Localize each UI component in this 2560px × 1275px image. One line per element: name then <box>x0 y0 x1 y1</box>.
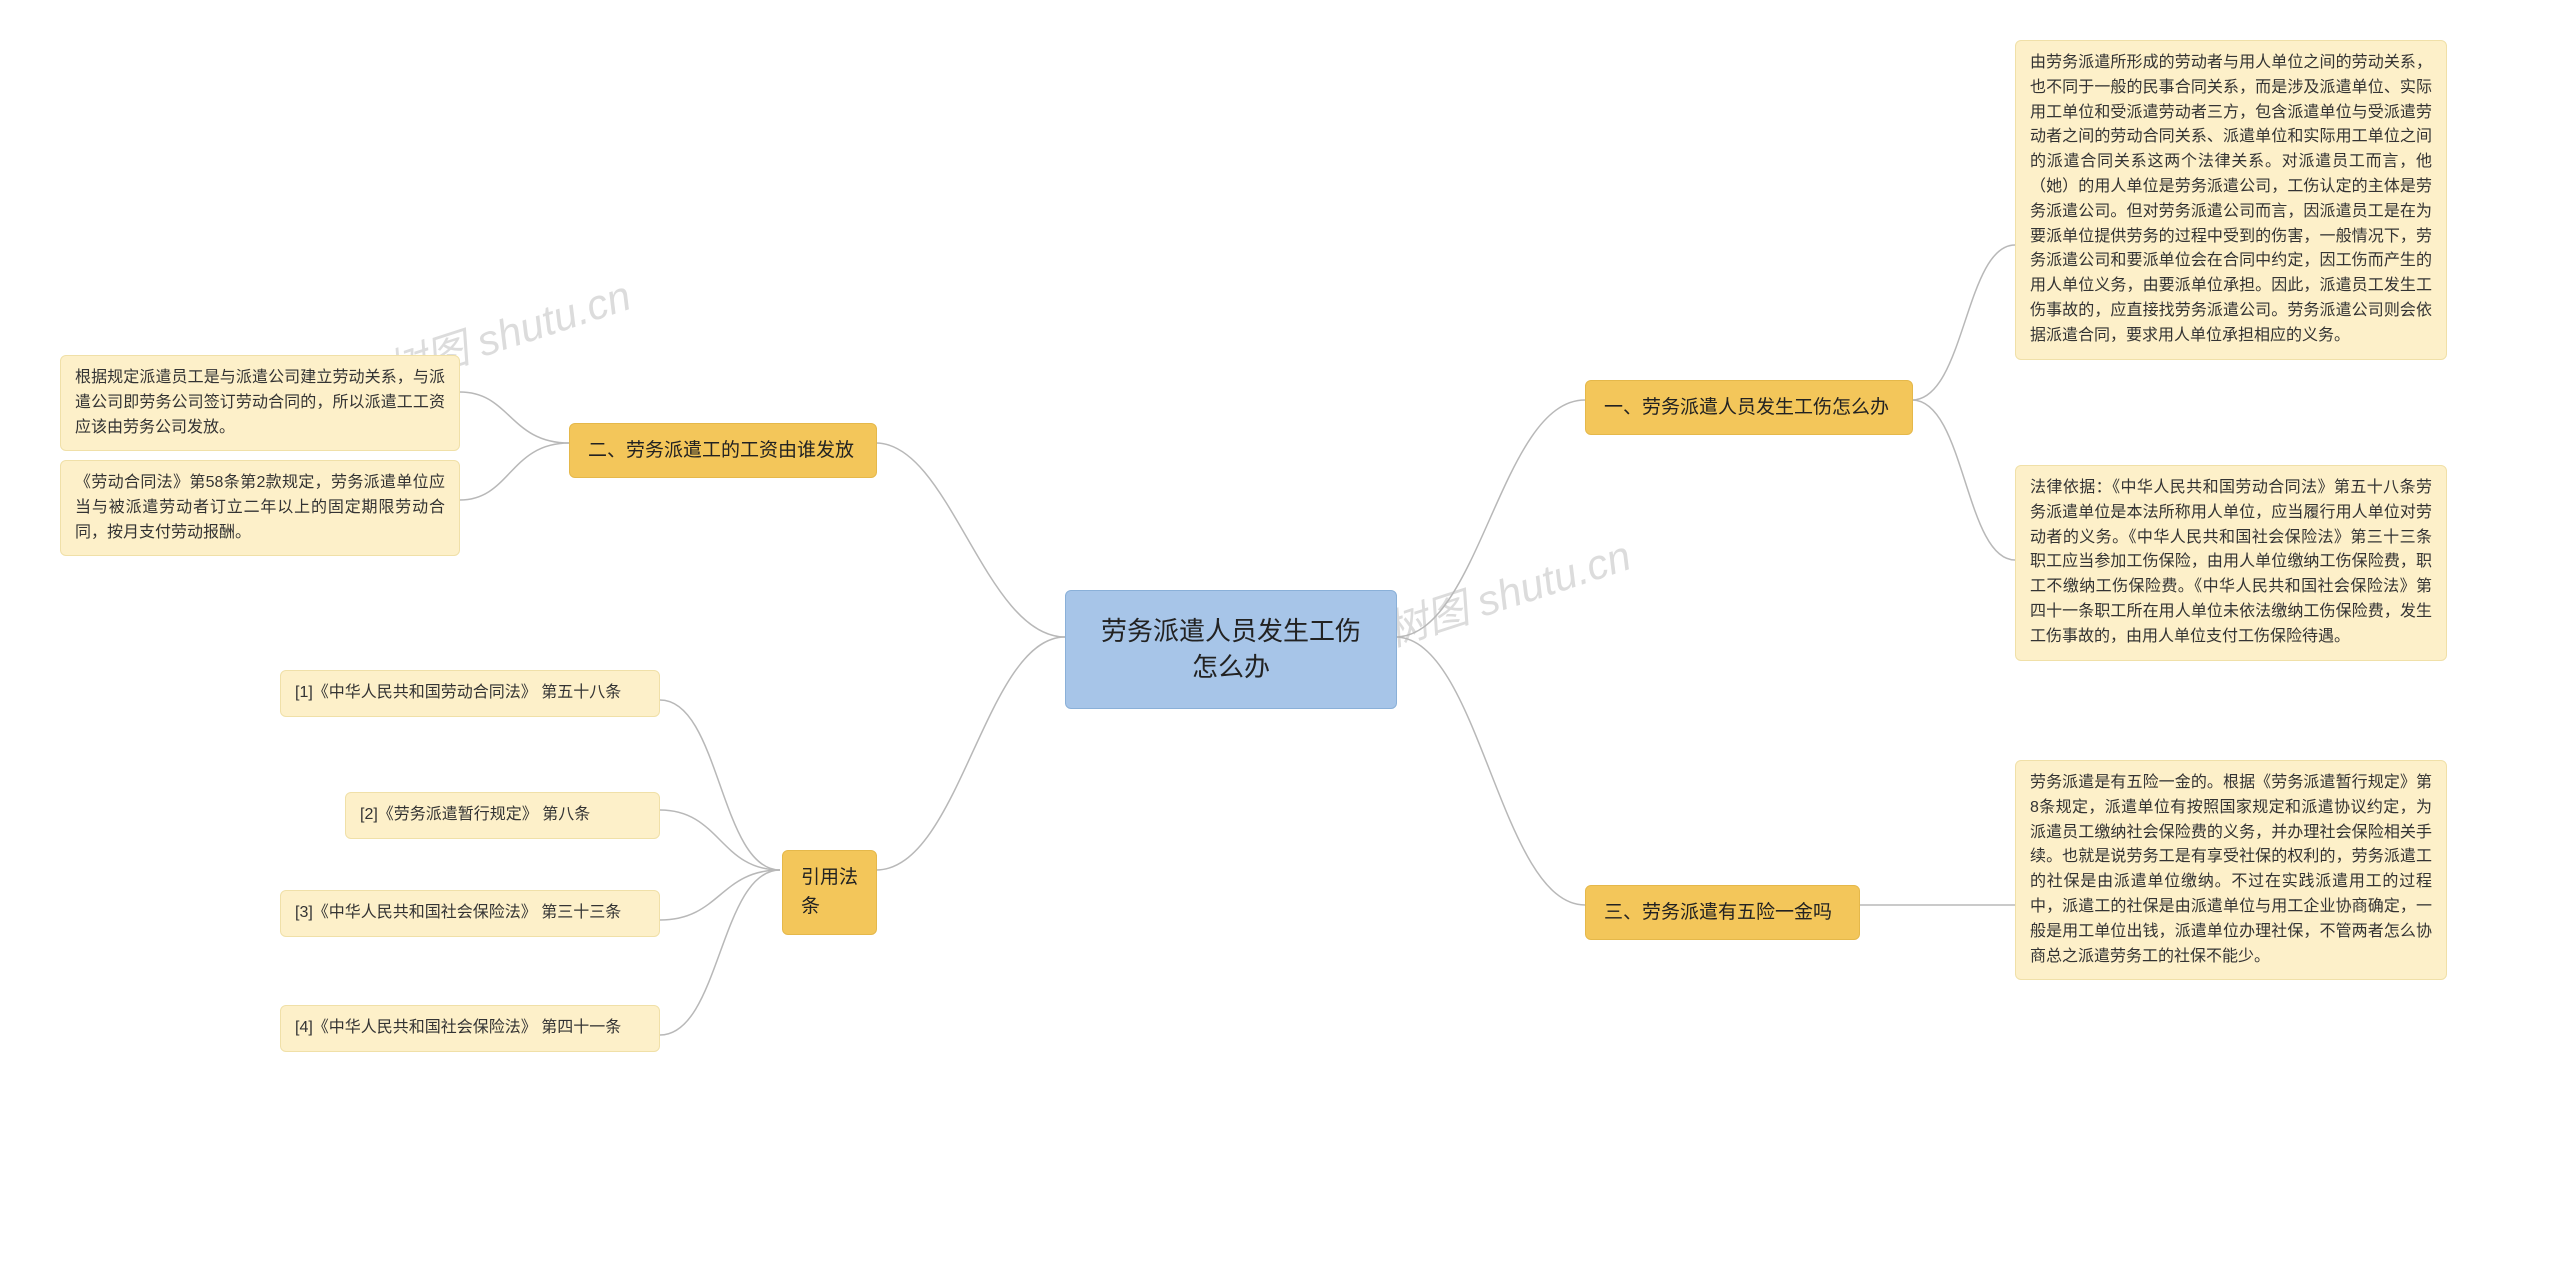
leaf-right-1-2: 法律依据：《中华人民共和国劳动合同法》第五十八条劳务派遣单位是本法所称用人单位，… <box>2015 465 2447 661</box>
branch-right-1: 一、劳务派遣人员发生工伤怎么办 <box>1585 380 1913 435</box>
leaf-left-2-1: 根据规定派遣员工是与派遣公司建立劳动关系，与派遣公司即劳务公司签订劳动合同的，所… <box>60 355 460 451</box>
leaf-cite-1: [1]《中华人民共和国劳动合同法》 第五十八条 <box>280 670 660 717</box>
center-node: 劳务派遣人员发生工伤怎么办 <box>1065 590 1397 709</box>
leaf-right-1-1: 由劳务派遣所形成的劳动者与用人单位之间的劳动关系，也不同于一般的民事合同关系，而… <box>2015 40 2447 360</box>
leaf-cite-3: [3]《中华人民共和国社会保险法》 第三十三条 <box>280 890 660 937</box>
leaf-cite-2: [2]《劳务派遣暂行规定》 第八条 <box>345 792 660 839</box>
branch-left-cite: 引用法条 <box>782 850 877 935</box>
leaf-left-2-2: 《劳动合同法》第58条第2款规定，劳务派遣单位应当与被派遣劳动者订立二年以上的固… <box>60 460 460 556</box>
leaf-right-3-1: 劳务派遣是有五险一金的。根据《劳务派遣暂行规定》第8条规定，派遣单位有按照国家规… <box>2015 760 2447 980</box>
leaf-cite-4: [4]《中华人民共和国社会保险法》 第四十一条 <box>280 1005 660 1052</box>
watermark: 树图 shutu.cn <box>1377 522 1638 659</box>
branch-right-3: 三、劳务派遣有五险一金吗 <box>1585 885 1860 940</box>
branch-left-2: 二、劳务派遣工的工资由谁发放 <box>569 423 877 478</box>
